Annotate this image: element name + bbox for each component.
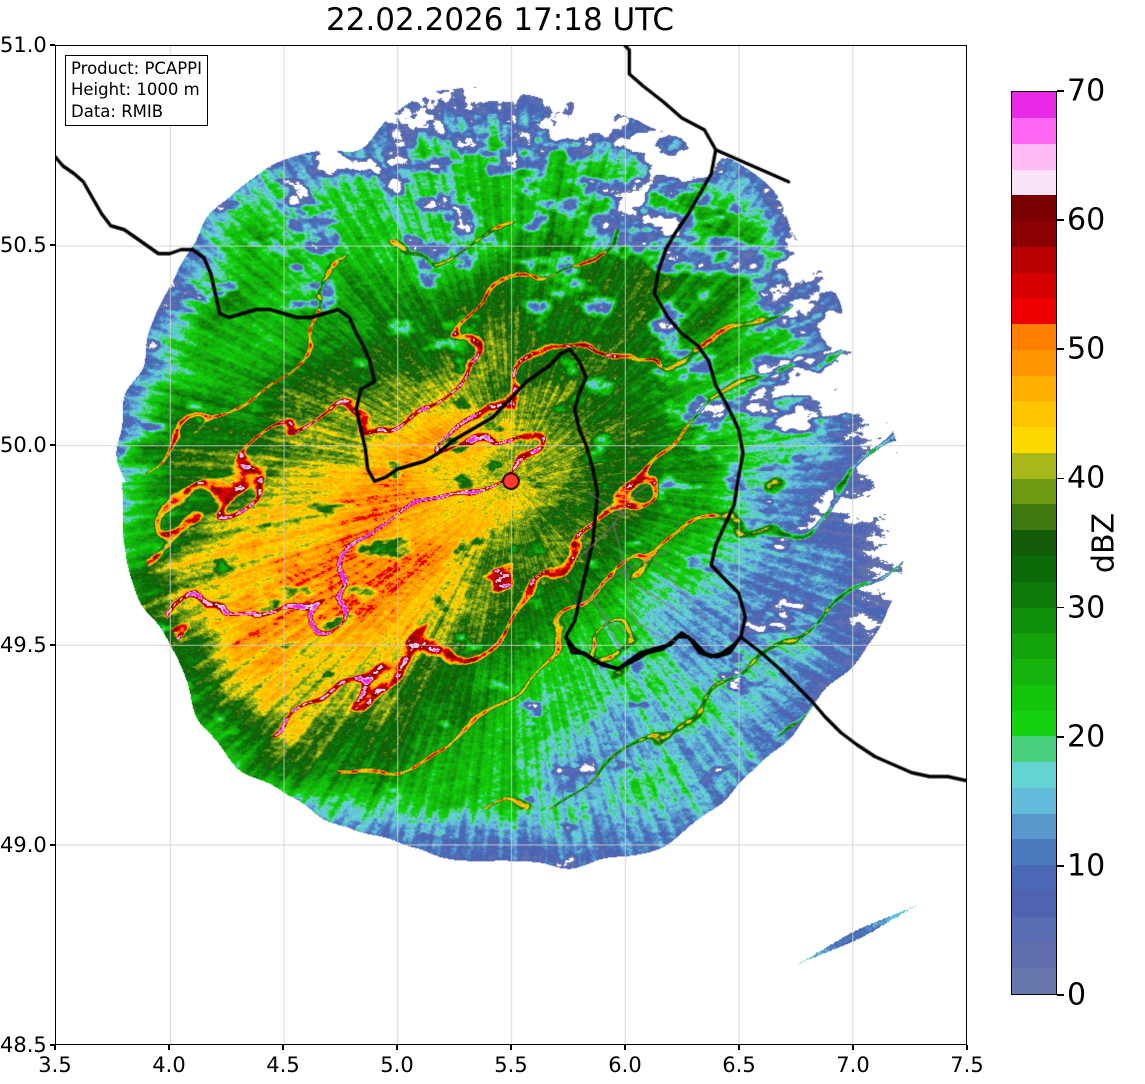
colorbar-band (1012, 530, 1056, 556)
colorbar-band (1012, 452, 1056, 479)
colorbar-tick-mark (1057, 348, 1064, 351)
colorbar-band (1012, 169, 1056, 196)
colorbar-tick-mark (1057, 994, 1064, 996)
colorbar-band (1012, 375, 1056, 402)
y-tick-label: 48.5 (0, 1033, 47, 1057)
colorbar-band (1012, 117, 1056, 144)
info-product: Product: PCAPPI (71, 59, 202, 78)
info-data: Data: RMIB (71, 101, 164, 121)
y-tick-mark (50, 1044, 55, 1046)
x-tick-mark (168, 1045, 170, 1050)
colorbar-tick-label: 40 (1067, 460, 1106, 496)
colorbar-tick-mark (1057, 477, 1064, 480)
colorbar-band (1012, 221, 1056, 247)
x-tick-mark (852, 1045, 854, 1050)
page-title: 22.02.2026 17:18 UTC (326, 2, 674, 38)
colorbar-band (1012, 633, 1056, 660)
x-tick-mark (396, 1045, 398, 1050)
colorbar-band (1012, 349, 1056, 376)
colorbar-tick-mark (1057, 865, 1064, 867)
colorbar-band (1012, 916, 1056, 943)
x-tick-mark (510, 1045, 512, 1050)
colorbar-band (1012, 890, 1056, 917)
colorbar-band (1012, 684, 1056, 711)
x-tick-label: 5.5 (494, 1053, 528, 1077)
y-tick-mark (50, 444, 55, 446)
info-box: Product: PCAPPI Height: 1000 m Data: RMI… (65, 55, 208, 127)
x-tick-label: 7.0 (836, 1053, 870, 1077)
colorbar-band (1012, 272, 1056, 299)
y-tick-mark (50, 844, 55, 846)
x-tick-label: 6.5 (722, 1053, 756, 1077)
radar-reflectivity-layer (56, 46, 966, 1044)
colorbar-band (1012, 504, 1056, 531)
y-tick-mark (50, 44, 55, 46)
x-tick-mark (738, 1045, 740, 1050)
y-tick-label: 50.5 (0, 233, 47, 257)
colorbar-tick-label: 30 (1067, 590, 1106, 626)
colorbar-band (1012, 401, 1056, 428)
x-tick-mark (624, 1045, 626, 1050)
x-tick-label: 7.5 (950, 1053, 984, 1077)
colorbar-band (1012, 555, 1056, 582)
colorbar-band (1012, 813, 1056, 840)
y-tick-label: 49.0 (0, 833, 47, 857)
colorbar-tick-label: 20 (1067, 719, 1106, 755)
colorbar-band (1012, 710, 1056, 737)
colorbar-tick-mark (1057, 219, 1064, 221)
colorbar-band (1012, 427, 1056, 453)
colorbar-band (1012, 298, 1056, 325)
colorbar-band (1012, 92, 1056, 118)
x-tick-label: 5.0 (380, 1053, 414, 1077)
x-tick-label: 3.5 (38, 1053, 72, 1077)
colorbar-band (1012, 478, 1056, 505)
colorbar-band (1012, 246, 1056, 273)
y-tick-label: 49.5 (0, 633, 47, 657)
x-tick-label: 6.0 (608, 1053, 642, 1077)
colorbar-band (1012, 968, 1056, 994)
colorbar-band (1012, 195, 1056, 222)
y-tick-mark (50, 644, 55, 646)
colorbar-band (1012, 942, 1056, 969)
y-tick-label: 50.0 (0, 433, 47, 457)
colorbar-tick-mark (1057, 606, 1064, 609)
x-tick-mark (282, 1045, 284, 1050)
colorbar-tick-label: 0 (1067, 977, 1087, 1013)
colorbar-tick-label: 60 (1067, 202, 1106, 238)
colorbar-tick-label: 10 (1067, 848, 1106, 884)
colorbar-band (1012, 787, 1056, 814)
y-tick-mark (50, 244, 55, 246)
x-tick-label: 4.0 (152, 1053, 186, 1077)
colorbar-band (1012, 736, 1056, 763)
colorbar-band (1012, 659, 1056, 685)
colorbar-band (1012, 143, 1056, 170)
colorbar-tick-label: 70 (1067, 73, 1106, 109)
x-tick-mark (966, 1045, 968, 1050)
x-tick-mark (54, 1045, 56, 1050)
colorbar-tick-mark (1057, 90, 1064, 92)
y-tick-label: 51.0 (0, 33, 47, 57)
colorbar[interactable] (1011, 91, 1057, 995)
colorbar-band (1012, 839, 1056, 866)
colorbar-axis-label: dBZ (1086, 512, 1122, 574)
colorbar-band (1012, 762, 1056, 788)
colorbar-band (1012, 865, 1056, 891)
info-height: Height: 1000 m (71, 80, 200, 100)
colorbar-band (1012, 324, 1056, 350)
colorbar-band (1012, 581, 1056, 608)
map-axes[interactable]: Product: PCAPPI Height: 1000 m Data: RMI… (55, 45, 967, 1045)
colorbar-tick-label: 50 (1067, 331, 1106, 367)
x-tick-label: 4.5 (266, 1053, 300, 1077)
colorbar-tick-mark (1057, 735, 1064, 738)
colorbar-band (1012, 607, 1056, 634)
